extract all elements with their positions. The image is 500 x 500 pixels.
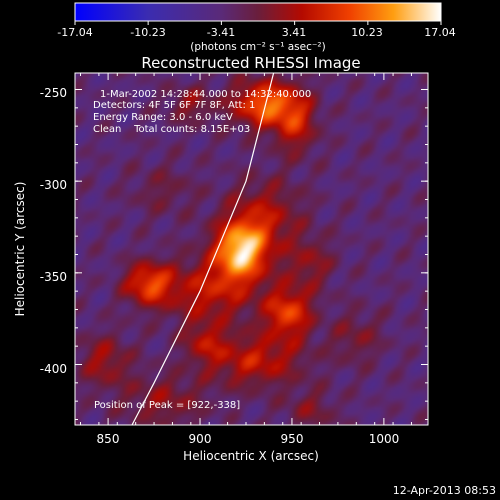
axis-ticks [75, 73, 428, 425]
colorbar-tick-label: -10.23 [130, 26, 165, 39]
clean-annotation: Clean Total counts: 8.15E+03 [93, 124, 250, 135]
chart-title: Reconstructed RHESSI Image [141, 54, 360, 72]
x-tick-label: 850 [97, 432, 120, 446]
y-tick-label: -400 [40, 362, 67, 376]
energy-range-annotation: Energy Range: 3.0 - 6.0 keV [93, 112, 233, 123]
y-axis-label: Heliocentric Y (arcsec) [13, 182, 27, 317]
x-tick-label: 1000 [369, 432, 400, 446]
colorbar [74, 2, 442, 22]
colorbar-tick-label: -17.04 [57, 26, 92, 39]
colorbar-tick-label: -3.41 [207, 26, 235, 39]
solar-limb-line [131, 73, 275, 425]
y-tick-label: -350 [40, 270, 67, 284]
x-axis-label: Heliocentric X (arcsec) [183, 449, 319, 463]
peak-position-annotation: Position of Peak = [922,-338] [94, 400, 240, 411]
x-tick-label: 950 [281, 432, 304, 446]
colorbar-tick-label: 17.04 [424, 26, 456, 39]
x-tick-label: 900 [189, 432, 212, 446]
y-tick-label: -250 [40, 86, 67, 100]
colorbar-tick-label: 3.41 [282, 26, 307, 39]
detectors-annotation: Detectors: 4F 5F 6F 7F 8F, Att: 1 [93, 100, 255, 111]
heatmap-image [75, 73, 428, 425]
colorbar-ticks [74, 21, 442, 25]
colorbar-unit: (photons cm⁻² s⁻¹ asec⁻²) [190, 41, 325, 53]
plot-frame [74, 72, 429, 426]
colorbar-tick-label: 10.23 [351, 26, 383, 39]
time-range-annotation: 1-Mar-2002 14:28:44.000 to 14:32:40.000 [100, 89, 311, 100]
y-tick-label: -300 [40, 178, 67, 192]
footer-date: 12-Apr-2013 08:53 [393, 484, 496, 497]
